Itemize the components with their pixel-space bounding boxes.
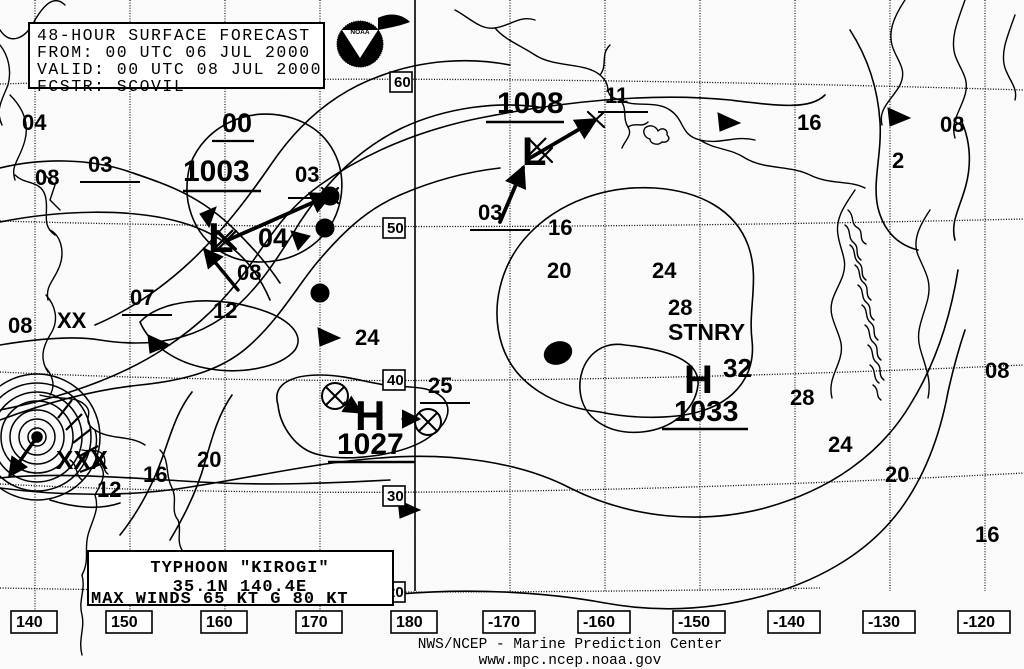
svg-text:XX: XX	[57, 308, 87, 333]
svg-text:1008: 1008	[497, 87, 564, 120]
svg-text:NWS/NCEP - Marine Prediction C: NWS/NCEP - Marine Prediction Center	[418, 637, 723, 653]
svg-text:12: 12	[97, 477, 121, 502]
svg-text:16: 16	[143, 462, 167, 487]
svg-text:-150: -150	[678, 614, 710, 631]
svg-text:08: 08	[237, 260, 261, 285]
svg-text:-140: -140	[773, 614, 805, 631]
svg-text:-120: -120	[963, 614, 995, 631]
svg-text:1003: 1003	[183, 155, 250, 188]
svg-text:170: 170	[301, 614, 328, 631]
svg-text:140: 140	[16, 614, 43, 631]
svg-text:04: 04	[258, 223, 288, 253]
svg-text:08: 08	[35, 165, 59, 190]
svg-text:00: 00	[222, 108, 252, 138]
svg-text:-160: -160	[583, 614, 615, 631]
svg-text:28: 28	[668, 295, 692, 320]
svg-text:40: 40	[387, 372, 404, 389]
svg-text:2: 2	[892, 148, 904, 173]
svg-text:NOAA: NOAA	[350, 29, 369, 36]
svg-text:FCSTR: SCOVIL: FCSTR: SCOVIL	[37, 77, 185, 96]
svg-text:160: 160	[206, 614, 233, 631]
svg-text:03: 03	[88, 152, 112, 177]
svg-text:www.mpc.ncep.noaa.gov: www.mpc.ncep.noaa.gov	[479, 653, 662, 669]
svg-text:08: 08	[985, 358, 1009, 383]
svg-text:20: 20	[197, 447, 221, 472]
svg-text:150: 150	[111, 614, 138, 631]
svg-text:16: 16	[548, 215, 572, 240]
svg-text:30: 30	[387, 488, 404, 505]
svg-text:08: 08	[940, 112, 964, 137]
svg-text:12: 12	[213, 298, 237, 323]
svg-text:STNRY: STNRY	[668, 319, 745, 345]
svg-text:TYPHOON "KIROGI": TYPHOON "KIROGI"	[150, 559, 329, 578]
svg-text:03: 03	[478, 200, 502, 225]
svg-text:24: 24	[828, 432, 853, 457]
svg-text:24: 24	[355, 325, 380, 350]
svg-text:07: 07	[130, 285, 154, 310]
svg-text:1027: 1027	[337, 428, 404, 461]
svg-text:20: 20	[547, 258, 571, 283]
svg-text:50: 50	[387, 220, 404, 237]
svg-text:11: 11	[605, 83, 628, 108]
svg-text:03: 03	[295, 162, 319, 187]
svg-text:32: 32	[723, 353, 752, 383]
svg-text:60: 60	[394, 74, 411, 91]
svg-text:-170: -170	[488, 614, 520, 631]
svg-text:1033: 1033	[674, 396, 739, 428]
svg-text:04: 04	[22, 110, 47, 135]
svg-text:180: 180	[396, 614, 423, 631]
svg-text:25: 25	[428, 373, 452, 398]
svg-text:24: 24	[652, 258, 677, 283]
svg-text:16: 16	[797, 110, 821, 135]
svg-text:-130: -130	[868, 614, 900, 631]
svg-text:20: 20	[885, 462, 909, 487]
svg-text:28: 28	[790, 385, 814, 410]
svg-text:08: 08	[8, 313, 32, 338]
svg-text:MAX WINDS 65 KT G 80 KT: MAX WINDS 65 KT G 80 KT	[91, 590, 349, 609]
svg-text:16: 16	[975, 522, 999, 547]
